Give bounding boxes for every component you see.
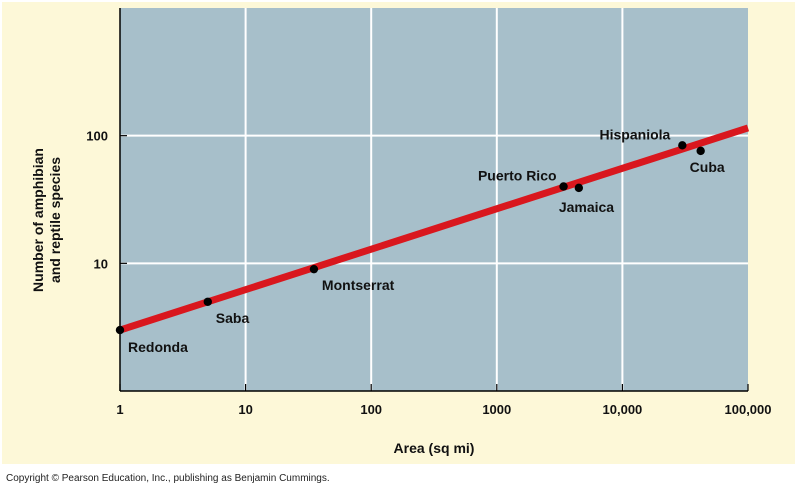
plot-area <box>120 8 748 391</box>
species-area-chart: 1 10 100 1000 10,000 100,000 10 100 Area (sq mi)… <box>30 8 772 456</box>
x-tick-label: 100 <box>360 402 382 417</box>
y-tick-label: 10 <box>94 256 108 271</box>
y-tick-label: 100 <box>86 129 108 144</box>
trend-line <box>118 124 750 334</box>
x-tick-label: 10,000 <box>603 402 643 417</box>
data-point <box>559 182 568 191</box>
data-label: Jamaica <box>559 199 614 215</box>
data-point <box>696 146 705 156</box>
copyright-text: Copyright © Pearson Education, Inc., pub… <box>6 473 330 484</box>
data-label: Hispaniola <box>600 126 671 142</box>
x-tick-label: 1 <box>116 402 123 417</box>
y-axis-title-line: Number of amphibian <box>30 148 46 292</box>
data-label: Montserrat <box>322 277 395 293</box>
y-axis-title-line: and reptile species <box>47 157 63 283</box>
data-point <box>309 264 319 274</box>
data-point <box>574 183 584 193</box>
data-point <box>115 325 125 335</box>
data-label: Cuba <box>690 159 725 175</box>
data-label: Saba <box>216 310 250 326</box>
x-tick-label: 1000 <box>482 402 511 417</box>
data-label: Redonda <box>128 339 188 355</box>
data-point <box>678 141 687 150</box>
data-label: Puerto Rico <box>478 167 557 183</box>
x-tick-label: 100,000 <box>725 402 772 417</box>
x-axis-title: Area (sq mi) <box>394 440 475 456</box>
data-point <box>203 297 212 306</box>
x-tick-label: 10 <box>238 402 252 417</box>
y-axis-title: Number of amphibianand reptile species <box>30 148 63 292</box>
